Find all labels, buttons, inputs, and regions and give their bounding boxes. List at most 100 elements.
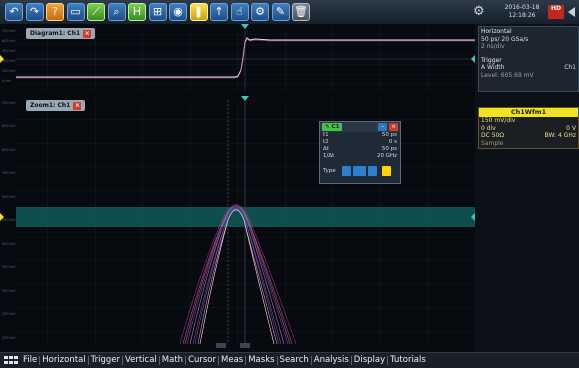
histogram-button[interactable]: H [128,3,146,21]
trigger-type: A Width [481,64,505,71]
trigger-level: Level: 605.69 mV [481,71,534,79]
svg-text:300 mV: 300 mV [2,59,16,63]
histogram-icon: H [132,5,142,18]
cursor-dialog[interactable]: ✎ C1 – × t1 50 ps t2 0 s Δt 50 ps 1/Δt 20 GHz T… [319,121,401,184]
svg-text:350 mV: 350 mV [2,265,16,269]
vertical-scale: 150 mV/div [481,117,516,124]
both-cursor-icon[interactable] [368,166,377,176]
coupling-row: DC 50Ω BW: 4 GHz [479,132,578,140]
minimize-icon[interactable]: – [378,123,387,131]
zoom-panel[interactable]: 700 mV 650 mV 600 mV 550 mV 500 mV 450 mV 40… [0,96,475,352]
marker-icon: ❚ [193,5,204,18]
back-button[interactable]: ↶ [5,3,23,21]
svg-text:450 mV: 450 mV [2,49,16,53]
svg-text:600 mV: 600 mV [2,148,16,152]
row-value[interactable]: 50 ps [381,132,397,138]
svg-text:400 mV: 400 mV [2,242,16,246]
tools-button[interactable]: ✎ [271,3,290,21]
zoom-tab-label: Zoom1: Ch1 [30,102,71,109]
apps-grid-icon[interactable] [4,355,18,366]
svg-text:300 mV: 300 mV [2,289,16,293]
menu-item-cursor[interactable]: Cursor [186,356,220,365]
svg-text:250 mV: 250 mV [2,312,16,316]
zoom-tab[interactable]: Zoom1: Ch1 × [26,100,86,111]
marker-button[interactable]: ❚ [189,3,208,21]
dialog-rows: t1 50 ps t2 0 s Δt 50 ps 1/Δt 20 GHz [320,132,400,160]
time-text: 12:18:26 [508,12,536,19]
row-label: Δt [323,146,329,152]
hd-label: HD [550,5,561,12]
offset-div: 0 div [481,124,496,132]
save-button[interactable]: ▭ [66,3,85,21]
menu-item-horizontal[interactable]: Horizontal [40,356,89,365]
forward-button[interactable]: ↷ [25,3,44,21]
zoom-waveform: 700 mV 650 mV 600 mV 550 mV 500 mV 450 mV 40… [0,96,475,348]
camera-button[interactable]: ◉ [169,3,187,21]
menu-item-trigger[interactable]: Trigger [89,356,123,365]
horizontal-info-panel[interactable]: Horizontal 50 ps/ 20 GSa/s 2 ns/div Trig… [478,26,579,92]
time-scale: 2 ns/div [481,43,505,50]
back-icon: ↶ [9,5,19,18]
row-value[interactable]: 20 GHz [376,153,397,159]
bandwidth: BW: 4 GHz [544,132,576,139]
settings-button[interactable]: ⚙ [251,3,269,21]
svg-text:600 mV: 600 mV [2,39,16,43]
waveform-info-panel[interactable]: Ch1Wfm1 150 mV/div 0 div 0 V DC 50Ω BW: … [478,107,579,149]
dialog-row: Δt 50 ps [320,146,400,153]
help-icon: ? [52,5,58,18]
dialog-title-text: C1 [331,124,340,130]
close-icon[interactable]: × [389,123,398,131]
datetime: 2016-03-18 12:18:26 [500,4,544,20]
svg-text:550 mV: 550 mV [2,171,16,175]
svg-text:200 mV: 200 mV [2,336,16,340]
mask-button[interactable]: ⊞ [148,3,167,21]
row-value[interactable]: 50 ps [381,146,397,152]
menu-item-meas[interactable]: Meas [219,356,247,365]
menu-item-search[interactable]: Search [278,356,312,365]
vertical-cursor-icon[interactable] [342,166,351,176]
row-label: 1/Δt [323,153,335,159]
menu-item-masks[interactable]: Masks [246,356,278,365]
signal-button[interactable]: ⟋ [87,3,105,21]
close-icon[interactable]: × [83,29,92,38]
menu-item-tutorials[interactable]: Tutorials [390,355,426,365]
cursor-settings-icon[interactable] [382,166,391,176]
trigger-row: A Width Ch1 [481,64,576,72]
overview-tab[interactable]: Diagram1: Ch1 × [26,28,96,39]
step-button[interactable]: ↑ [210,3,228,21]
settings-icon[interactable]: ⚙ [473,4,485,19]
menu-item-math[interactable]: Math [160,356,187,365]
hd-icon[interactable]: HD [548,5,564,19]
overview-panel[interactable]: 750 mV 600 mV 450 mV 300 mV 150 mV 0 mV Diag… [0,24,475,94]
offset-row: 0 div 0 V [479,125,578,133]
waveform-title: Ch1Wfm1 [479,108,578,117]
row-label: t1 [323,132,329,138]
svg-text:500 mV: 500 mV [2,195,16,199]
svg-text:0 mV: 0 mV [2,79,12,83]
touch-button[interactable]: ☝ [230,3,249,21]
type-label: Type [323,168,336,174]
collapse-arrow-icon[interactable] [568,7,575,17]
help-button[interactable]: ? [46,3,64,21]
menu-item-analysis[interactable]: Analysis [312,356,352,365]
dialog-title[interactable]: ✎ C1 [322,123,343,131]
menu-item-vertical[interactable]: Vertical [123,356,160,365]
dialog-row: t2 0 s [320,139,400,146]
mask-icon: ⊞ [152,5,163,18]
coupling: DC 50Ω [481,132,504,139]
row-value[interactable]: 0 s [388,139,397,145]
close-icon[interactable]: × [73,101,82,110]
sample-rate: 50 ps/ 20 GSa/s [481,35,529,43]
date-text: 2016-03-18 [504,4,540,11]
svg-text:750 mV: 750 mV [2,29,16,33]
scale-row: 150 mV/div [479,117,578,125]
horizontal-title: Horizontal [481,28,512,35]
delete-button[interactable]: 🗑 [292,3,310,21]
zoom-button[interactable]: ⌕ [107,3,126,21]
overview-tab-label: Diagram1: Ch1 [30,30,81,37]
acquisition-mode: Sample [481,139,504,147]
menu-item-display[interactable]: Display [352,356,389,365]
dialog-row: t1 50 ps [320,132,400,139]
horizontal-cursor-icon[interactable] [353,166,366,176]
menu-item-file[interactable]: File [21,356,41,365]
